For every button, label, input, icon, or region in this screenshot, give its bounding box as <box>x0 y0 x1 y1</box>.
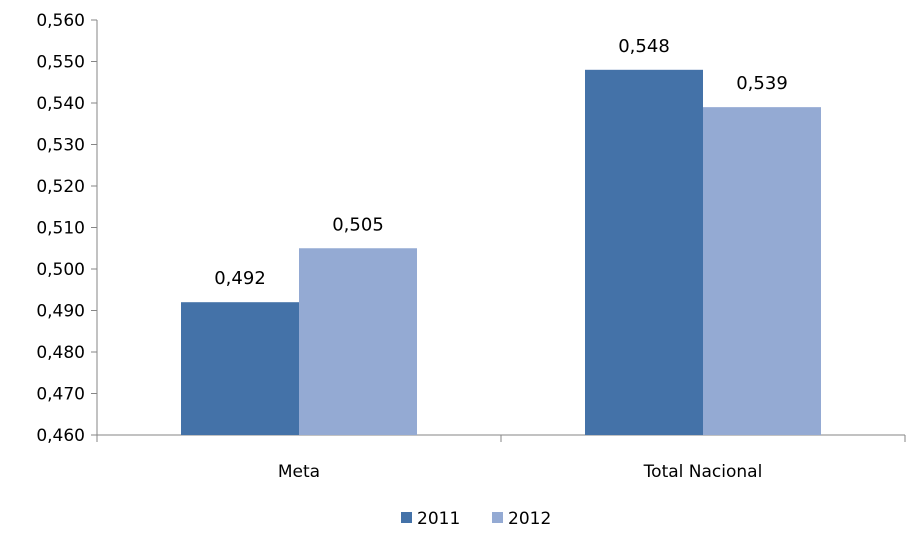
legend-swatch-2012 <box>492 512 503 523</box>
x-category-label: Total Nacional <box>643 462 763 482</box>
data-label: 0,492 <box>214 268 266 289</box>
y-tick-label: 0,520 <box>36 177 85 197</box>
x-category-label: Meta <box>278 462 320 482</box>
data-label: 0,505 <box>332 214 384 235</box>
y-tick-label: 0,500 <box>36 260 85 280</box>
y-tick-label: 0,530 <box>36 136 85 156</box>
legend-swatch-2011 <box>401 512 412 523</box>
bar-2011-total-nacional <box>585 69 703 436</box>
bar-2012-meta <box>299 248 417 435</box>
y-tick-label: 0,540 <box>36 94 85 114</box>
y-tick-label: 0,470 <box>36 385 85 405</box>
bar-2012-total-nacional <box>703 107 821 436</box>
legend-label-2012: 2012 <box>508 509 551 529</box>
y-tick-label: 0,510 <box>36 219 85 239</box>
y-tick-label: 0,560 <box>36 11 85 31</box>
y-tick-label: 0,460 <box>36 426 85 446</box>
legend-label-2011: 2011 <box>417 509 460 529</box>
data-label: 0,548 <box>618 36 670 57</box>
bar-2011-meta <box>181 302 299 435</box>
y-tick-label: 0,480 <box>36 343 85 363</box>
y-tick-label: 0,550 <box>36 53 85 73</box>
y-tick-label: 0,490 <box>36 302 85 322</box>
data-label: 0,539 <box>736 73 788 94</box>
